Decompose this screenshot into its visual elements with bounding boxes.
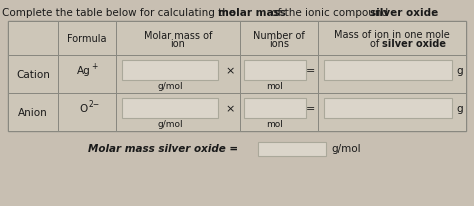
Text: g/mol: g/mol [331,143,361,153]
Bar [122,61,218,81]
Bar [244,61,306,81]
Bar [318,22,466,56]
Bar [122,98,218,118]
Text: silver oxide: silver oxide [382,39,446,49]
Text: +: + [91,62,97,71]
Text: Cation: Cation [16,70,50,80]
Text: silver oxide: silver oxide [370,8,438,18]
Bar [116,56,240,94]
Bar [244,98,306,118]
Text: mol: mol [266,120,283,129]
Bar [240,94,318,131]
Text: Complete the table below for calculating the: Complete the table below for calculating… [2,8,238,18]
Text: Formula: Formula [67,34,107,44]
Text: g: g [456,66,463,76]
Text: Anion: Anion [18,108,48,117]
Text: Ag: Ag [77,66,91,76]
Text: =: = [306,103,316,114]
Text: g/mol: g/mol [157,82,183,91]
Bar [240,56,318,94]
Bar [8,94,58,131]
Bar [318,94,466,131]
Bar [116,22,240,56]
Text: ×: × [225,103,235,114]
Bar [58,56,116,94]
Text: ×: × [225,66,235,76]
Bar [318,56,466,94]
Text: Molar mass silver oxide =: Molar mass silver oxide = [88,143,238,153]
Bar [324,98,452,118]
Bar [8,22,58,56]
Text: O: O [80,103,88,114]
Text: 2−: 2− [89,100,100,109]
Bar [58,22,116,56]
Text: of: of [370,39,382,49]
Text: Molar mass of: Molar mass of [144,31,212,41]
Text: Mass of ion in one mole: Mass of ion in one mole [334,30,450,40]
Bar [8,56,58,94]
Bar [116,94,240,131]
Text: Number of: Number of [253,31,305,41]
Text: mol: mol [266,82,283,91]
Text: g/mol: g/mol [157,120,183,129]
Text: =: = [306,66,316,76]
Text: ion: ion [171,39,185,49]
Text: g: g [456,103,463,114]
Text: of the ionic compound: of the ionic compound [268,8,392,18]
Bar [8,22,466,131]
Bar [258,142,326,156]
Bar [240,22,318,56]
Bar [58,94,116,131]
Text: molar mass: molar mass [218,8,286,18]
Text: ions: ions [269,39,289,49]
Bar [324,61,452,81]
Text: .: . [428,8,435,18]
